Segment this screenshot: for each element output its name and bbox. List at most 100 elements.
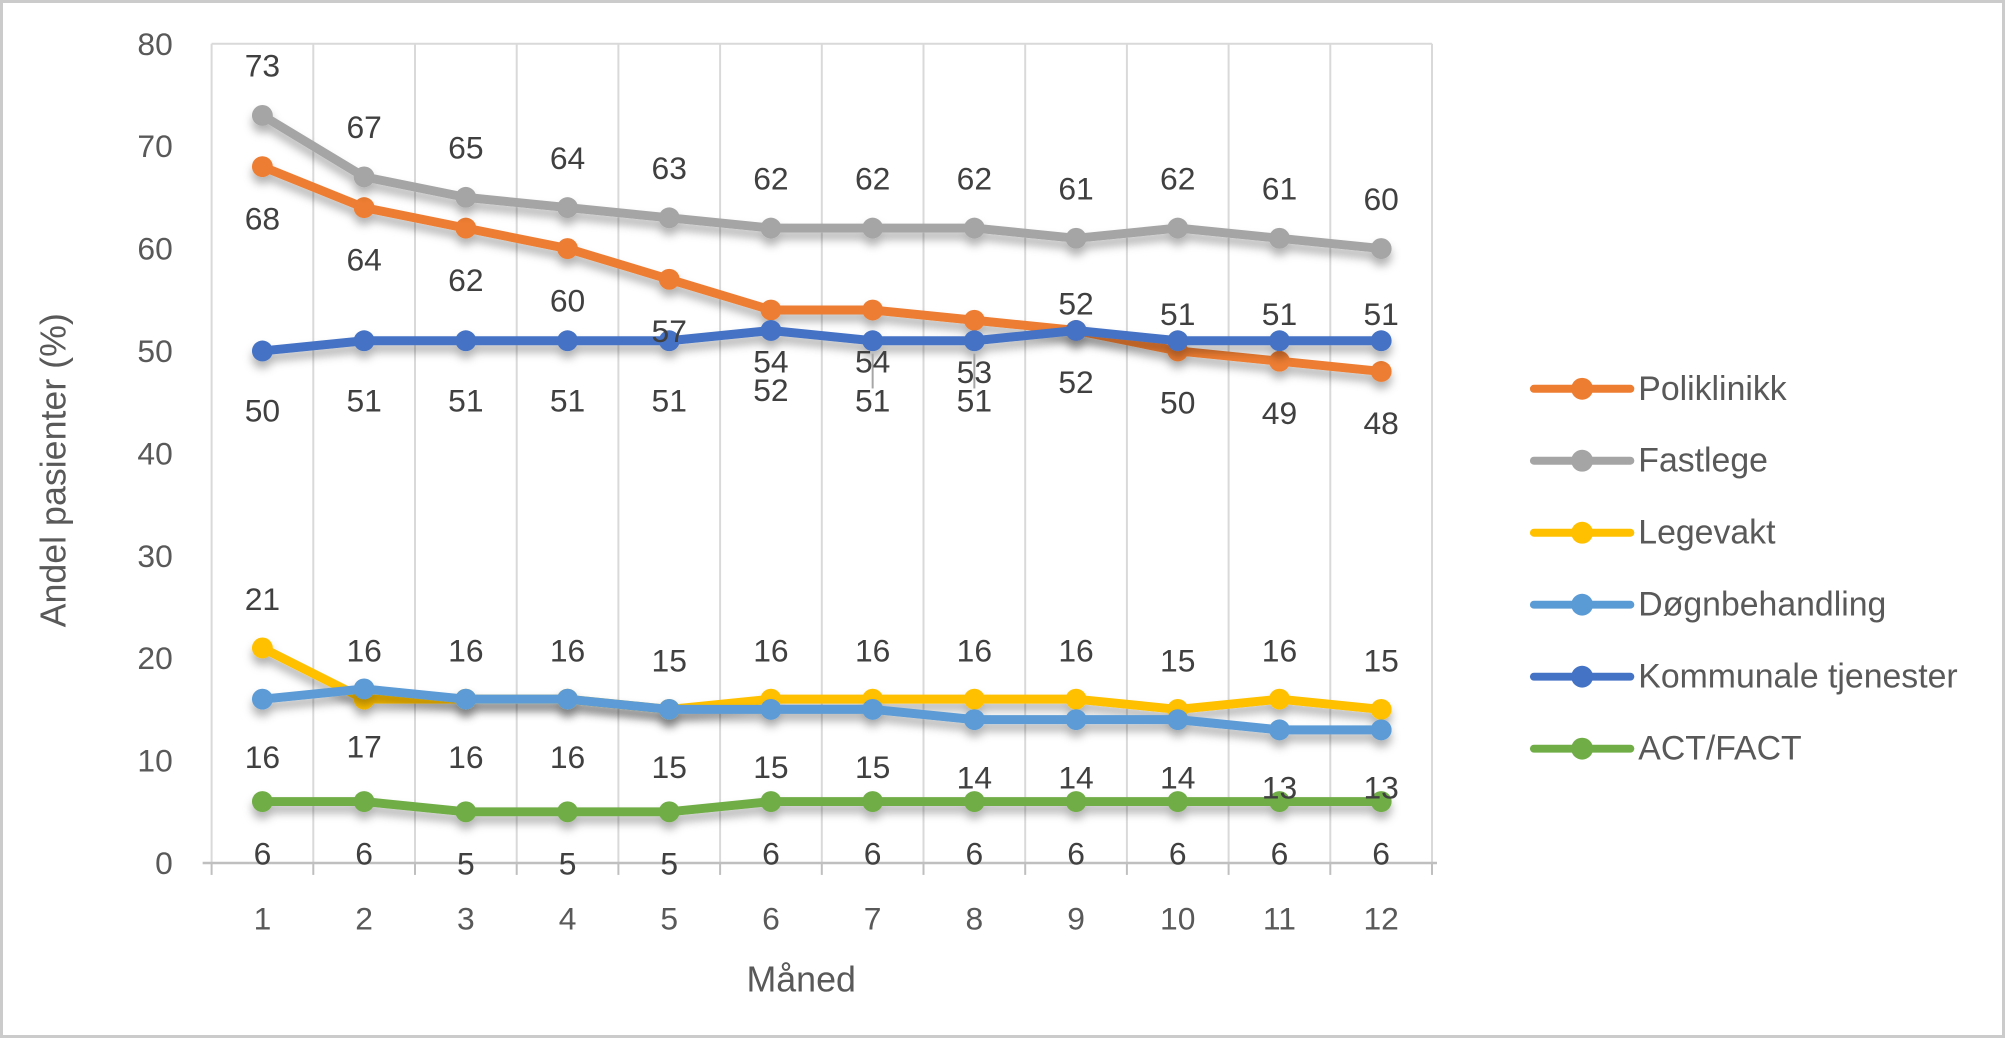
data-label-poliklinikk: 52	[1058, 364, 1093, 400]
data-label-kommunale-tjenester: 51	[448, 382, 483, 418]
legend-label: Fastlege	[1638, 442, 1768, 480]
data-point-act-fact	[455, 801, 477, 823]
data-label-leader-lines	[871, 353, 976, 389]
data-point-act-fact	[658, 801, 680, 823]
legend-label: Døgnbehandling	[1638, 586, 1886, 624]
axes	[202, 861, 1437, 875]
legend-label: Legevakt	[1638, 514, 1776, 552]
data-point-kommunale-tjenester	[963, 330, 985, 352]
y-tick-label: 40	[137, 435, 172, 471]
data-point-poliklinikk	[760, 299, 782, 321]
data-label-d-gnbehandling: 17	[346, 729, 381, 765]
data-label-kommunale-tjenester: 51	[855, 382, 890, 418]
series-line-kommunale-tjenester	[251, 320, 1392, 362]
x-tick-label: 10	[1160, 901, 1195, 937]
series-line-act-fact	[251, 791, 1392, 823]
data-point-d-gnbehandling	[1065, 709, 1087, 731]
data-label-poliklinikk: 49	[1262, 395, 1297, 431]
data-point-d-gnbehandling	[963, 709, 985, 731]
data-point-d-gnbehandling	[760, 698, 782, 720]
data-point-fastlege	[1065, 227, 1087, 249]
data-label-d-gnbehandling: 15	[652, 749, 687, 785]
data-point-fastlege	[1167, 217, 1189, 239]
x-tick-label: 11	[1263, 901, 1296, 937]
data-label-kommunale-tjenester: 51	[1363, 296, 1398, 332]
y-axis-title: Andel pasienter (%)	[33, 313, 73, 627]
data-label-kommunale-tjenester: 51	[957, 382, 992, 418]
data-point-poliklinikk	[658, 268, 680, 290]
data-label-legevakt: 16	[1058, 632, 1093, 668]
data-point-d-gnbehandling	[455, 688, 477, 710]
y-tick-label: 30	[137, 538, 172, 574]
data-point-fastlege	[1269, 227, 1290, 249]
data-label-fastlege: 67	[346, 109, 381, 145]
data-point-d-gnbehandling	[1370, 719, 1392, 741]
x-axis-title: Måned	[746, 959, 855, 999]
data-label-act-fact: 5	[660, 845, 678, 881]
data-label-poliklinikk: 64	[346, 241, 381, 277]
legend-marker	[1571, 377, 1594, 400]
data-point-poliklinikk	[1370, 361, 1392, 382]
data-point-kommunale-tjenester	[251, 340, 273, 362]
data-point-kommunale-tjenester	[557, 330, 578, 352]
x-tick-label: 1	[254, 901, 272, 937]
data-label-act-fact: 6	[1067, 835, 1085, 871]
data-point-fastlege	[760, 217, 782, 239]
data-point-act-fact	[1370, 791, 1392, 812]
data-point-d-gnbehandling	[557, 688, 578, 710]
data-label-d-gnbehandling: 14	[1160, 759, 1195, 795]
x-tick-label: 8	[966, 901, 984, 937]
data-label-kommunale-tjenester: 51	[652, 382, 687, 418]
data-label-kommunale-tjenester: 52	[753, 372, 788, 408]
legend-item-d-gnbehandling: Døgnbehandling	[1529, 586, 1886, 624]
data-label-act-fact: 6	[254, 835, 272, 871]
data-point-fastlege	[862, 217, 884, 239]
series-path-d-gnbehandling	[257, 684, 1386, 735]
data-point-kommunale-tjenester	[1065, 320, 1087, 341]
legend-item-fastlege: Fastlege	[1529, 442, 1768, 480]
data-label-d-gnbehandling: 14	[1058, 759, 1093, 795]
y-tick-label: 70	[137, 128, 172, 164]
data-label-d-gnbehandling: 16	[245, 739, 280, 775]
data-label-poliklinikk: 62	[448, 262, 483, 298]
data-label-poliklinikk: 57	[652, 313, 687, 349]
legend-marker	[1571, 521, 1594, 544]
data-point-act-fact	[251, 791, 273, 812]
data-point-act-fact	[862, 791, 884, 812]
legend-label: Poliklinikk	[1638, 370, 1786, 408]
series-line-fastlege	[251, 105, 1392, 260]
data-point-poliklinikk	[251, 156, 273, 178]
data-point-d-gnbehandling	[862, 698, 884, 720]
legend-marker	[1571, 665, 1594, 688]
data-point-kommunale-tjenester	[862, 330, 884, 352]
series-line-d-gnbehandling	[251, 678, 1392, 741]
data-point-legevakt	[251, 637, 273, 659]
y-tick-label: 80	[137, 26, 172, 62]
data-point-poliklinikk	[353, 197, 375, 219]
data-point-legevakt	[1269, 688, 1290, 710]
data-label-fastlege: 64	[550, 140, 585, 176]
data-label-poliklinikk: 54	[855, 344, 890, 380]
y-tick-label: 10	[137, 743, 172, 779]
data-point-poliklinikk	[455, 217, 477, 239]
data-point-fastlege	[353, 166, 375, 188]
legend-label: ACT/FACT	[1638, 730, 1801, 768]
data-point-kommunale-tjenester	[455, 330, 477, 352]
data-label-d-gnbehandling: 15	[753, 749, 788, 785]
data-label-kommunale-tjenester: 52	[1058, 286, 1093, 322]
data-label-legevakt: 15	[1363, 643, 1398, 679]
legend: Poliklinikk Fastlege Legevakt Døgnbehandlin…	[1529, 370, 1958, 768]
data-point-kommunale-tjenester	[1269, 330, 1290, 352]
legend-marker	[1571, 449, 1594, 472]
data-label-legevakt: 16	[753, 632, 788, 668]
data-label-poliklinikk: 50	[1160, 385, 1195, 421]
data-point-fastlege	[1370, 238, 1392, 260]
data-label-act-fact: 6	[864, 835, 882, 871]
x-tick-label: 6	[762, 901, 780, 937]
y-tick-label: 20	[137, 640, 172, 676]
data-label-fastlege: 62	[855, 160, 890, 196]
data-point-act-fact	[353, 791, 375, 812]
data-label-fastlege: 73	[245, 48, 280, 84]
data-point-kommunale-tjenester	[760, 320, 782, 341]
